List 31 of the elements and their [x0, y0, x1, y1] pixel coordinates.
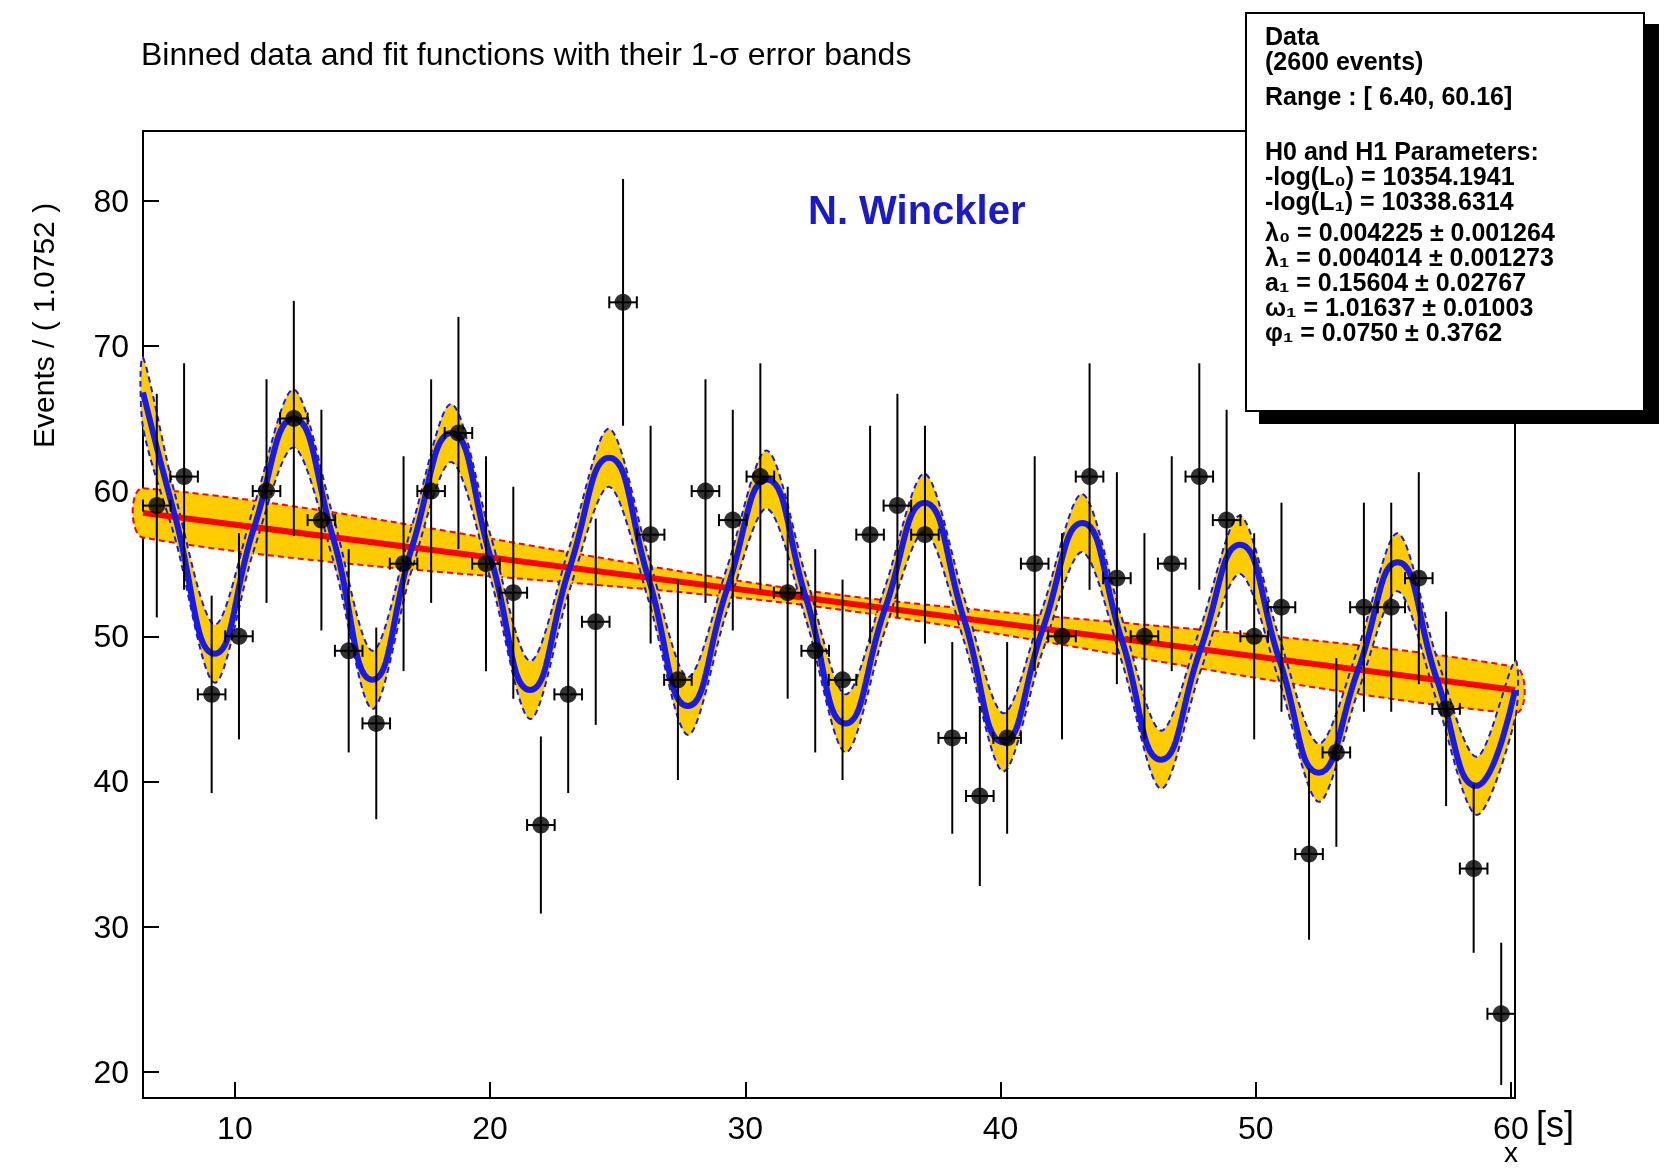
- point: [1300, 845, 1318, 863]
- y-tick-label: 30: [93, 908, 129, 945]
- x-tick-label: 50: [1237, 1110, 1274, 1146]
- point: [614, 293, 632, 311]
- y-tick-label: 40: [93, 763, 129, 800]
- x-tick-label: 30: [727, 1110, 764, 1146]
- annotation: ω₁ = 1.01637 ± 0.01003: [1265, 293, 1535, 321]
- annotation: a₁ = 0.15604 ± 0.02767: [1265, 268, 1528, 296]
- y-axis-title: Events / ( 1.0752 ): [26, 202, 60, 448]
- point: [1465, 860, 1483, 878]
- text: (2600 events): [1265, 47, 1424, 75]
- annotation: H0 and H1 Parameters:: [1265, 137, 1540, 165]
- y-tick-label: 50: [93, 618, 129, 655]
- point: [1492, 1005, 1510, 1023]
- annotation: λ₀ = 0.004225 ± 0.001264: [1265, 218, 1556, 246]
- text: [s]: [1536, 1103, 1575, 1145]
- annotation: -log(L₀) = 10354.1941: [1265, 162, 1516, 190]
- text: Data: [1265, 22, 1320, 50]
- x-tick-label: 40: [982, 1110, 1019, 1146]
- y-tick-label: 20: [93, 1053, 129, 1090]
- annotation: λ₁ = 0.004014 ± 0.001273: [1265, 243, 1555, 271]
- annotation: N. Winckler: [808, 188, 1026, 232]
- y-tick-label: 80: [93, 182, 129, 219]
- y-tick-label: 70: [93, 327, 129, 364]
- chart-title: Binned data and fit functions with their 1-σ error bands: [141, 36, 912, 72]
- point: [532, 816, 550, 834]
- text: Range : [ 6.40, 60.16]: [1265, 82, 1513, 110]
- annotation: φ₁ = 0.0750 ± 0.3762: [1265, 318, 1504, 346]
- x-tick-label: 10: [217, 1110, 253, 1146]
- x-tick-label: 20: [472, 1110, 508, 1146]
- y-tick-label: 60: [93, 473, 129, 510]
